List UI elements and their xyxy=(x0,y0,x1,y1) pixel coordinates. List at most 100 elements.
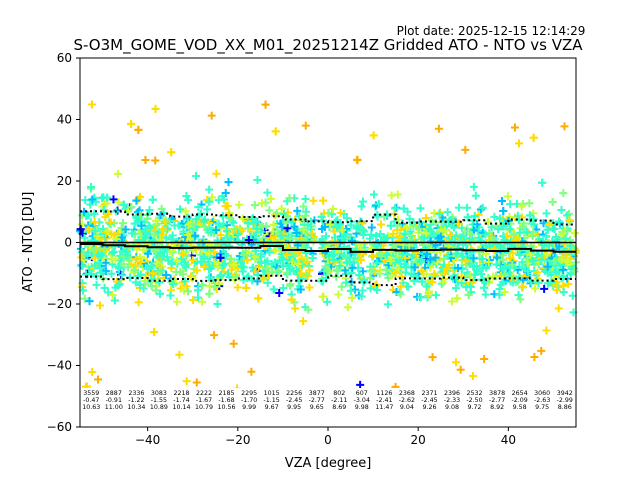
bin-std: 9.08 xyxy=(445,404,459,411)
scatter-point xyxy=(213,299,222,308)
bin-std: 9.04 xyxy=(400,404,414,411)
bin-std: 9.26 xyxy=(422,404,436,411)
bin-mean: -2.77 xyxy=(489,397,505,404)
scatter-point xyxy=(182,377,191,386)
scatter-point xyxy=(425,225,434,234)
scatter-point xyxy=(367,230,376,239)
scatter-point xyxy=(533,268,542,277)
scatter-point xyxy=(193,286,202,295)
scatter-point xyxy=(382,265,391,274)
scatter-point xyxy=(135,253,144,262)
scatter-point xyxy=(452,249,461,258)
bin-count: 2222 xyxy=(196,390,212,397)
scatter-point xyxy=(148,195,157,204)
scatter-point xyxy=(464,290,473,299)
scatter-point xyxy=(229,339,238,348)
scatter-point xyxy=(240,237,249,246)
bin-std: 8.86 xyxy=(558,404,572,411)
scatter-point xyxy=(506,225,515,234)
scatter-point xyxy=(564,280,573,289)
scatter-point xyxy=(237,262,246,271)
scatter-point xyxy=(139,284,148,293)
scatter-point xyxy=(325,252,334,261)
scatter-point xyxy=(478,203,487,212)
scatter-point xyxy=(323,267,332,276)
scatter-point xyxy=(529,133,538,142)
scatter-point xyxy=(387,191,396,200)
scatter-point xyxy=(563,226,572,235)
scatter-point xyxy=(188,256,197,265)
bin-std: 9.75 xyxy=(535,404,549,411)
scatter-point xyxy=(563,211,572,220)
bin-mean: -2.11 xyxy=(331,397,347,404)
scatter-point xyxy=(219,195,228,204)
scatter-point xyxy=(278,255,287,264)
scatter-point xyxy=(500,270,509,279)
scatter-point xyxy=(183,230,192,239)
scatter-point xyxy=(474,210,483,219)
bin-mean: -1.22 xyxy=(128,397,144,404)
scatter-point xyxy=(454,264,463,273)
y-axis-label: ATO - NTO [DU] xyxy=(21,192,36,293)
scatter-point xyxy=(205,239,214,248)
scatter-point xyxy=(292,228,301,237)
scatter-point xyxy=(288,257,297,266)
scatter-point xyxy=(209,248,218,257)
scatter-point xyxy=(457,265,466,274)
scatter-point xyxy=(560,122,569,131)
scatter-point xyxy=(147,282,156,291)
scatter-point xyxy=(391,258,400,267)
scatter-point xyxy=(114,198,123,207)
scatter-point xyxy=(262,264,271,273)
scatter-point xyxy=(480,283,489,292)
scatter-point xyxy=(469,226,478,235)
scatter-point xyxy=(117,224,126,233)
scatter-point xyxy=(158,225,167,234)
bin-count: 2256 xyxy=(286,390,302,397)
scatter-point xyxy=(181,277,190,286)
scatter-point xyxy=(252,225,261,234)
scatter-point xyxy=(518,282,527,291)
scatter-point xyxy=(500,262,509,271)
scatter-point xyxy=(303,220,312,229)
scatter-point xyxy=(162,270,171,279)
stat-lines xyxy=(80,210,576,287)
scatter-point xyxy=(227,255,236,264)
scatter-point xyxy=(454,219,463,228)
bin-mean: -2.45 xyxy=(421,397,437,404)
scatter-point xyxy=(336,208,345,217)
scatter-point xyxy=(497,197,506,206)
scatter-point xyxy=(198,281,207,290)
scatter-point xyxy=(189,296,198,305)
bin-std: 10.63 xyxy=(82,404,100,411)
scatter-point xyxy=(505,254,514,263)
scatter-point xyxy=(434,124,443,133)
bin-count: 1126 xyxy=(376,390,392,397)
scatter-point xyxy=(395,232,404,241)
scatter-point xyxy=(203,205,212,214)
bin-std: 9.72 xyxy=(468,404,482,411)
scatter-point xyxy=(173,297,182,306)
scatter-point xyxy=(285,281,294,290)
scatter-point xyxy=(331,233,340,242)
bin-std: 9.67 xyxy=(265,404,279,411)
bin-mean: -2.77 xyxy=(309,397,325,404)
bin-mean: -0.47 xyxy=(83,397,99,404)
scatter-point xyxy=(395,256,404,265)
scatter-point xyxy=(94,250,103,259)
scatter-point xyxy=(348,263,357,272)
scatter-point xyxy=(456,233,465,242)
y-tick-label: 0 xyxy=(64,236,72,250)
scatter-point xyxy=(169,280,178,289)
scatter-point xyxy=(128,229,137,238)
scatter-point xyxy=(545,220,554,229)
scatter-point xyxy=(500,288,509,297)
scatter-point xyxy=(555,242,564,251)
bin-std: 10.34 xyxy=(127,404,145,411)
scatter-point xyxy=(103,193,112,202)
scatter-point xyxy=(274,266,283,275)
scatter-point xyxy=(97,268,106,277)
scatter-point xyxy=(515,228,524,237)
scatter-point xyxy=(560,239,569,248)
scatter-point xyxy=(337,282,346,291)
